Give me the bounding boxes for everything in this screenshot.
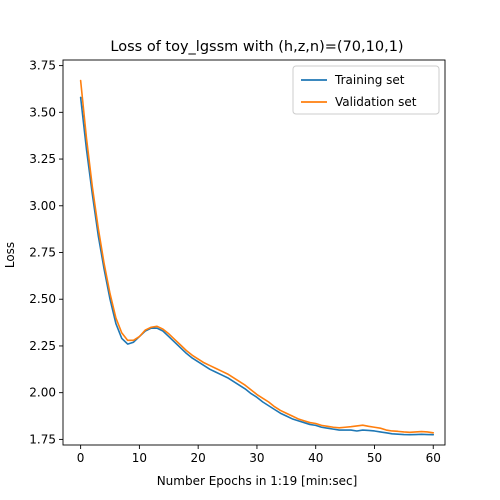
y-tick-label: 2.25 [29, 339, 56, 353]
legend: Training set Validation set [292, 65, 440, 115]
y-tick-label: 1.75 [29, 432, 56, 446]
x-tick-label: 0 [77, 451, 85, 465]
legend-box [292, 65, 440, 115]
y-axis-label: Loss [3, 242, 17, 268]
y-tick-label: 3.50 [29, 105, 56, 119]
x-tick-label: 30 [249, 451, 264, 465]
y-tick-label: 3.25 [29, 152, 56, 166]
chart-title: Loss of toy_lgssm with (h,z,n)=(70,10,1) [110, 39, 403, 55]
legend-label-validation: Validation set [335, 95, 417, 109]
series-line-validation [79, 79, 435, 434]
y-tick-label: 3.00 [29, 199, 56, 213]
x-tick-label: 10 [132, 451, 147, 465]
x-tick-label: 20 [191, 451, 206, 465]
y-tick-label: 3.75 [29, 59, 56, 73]
x-tick-label: 50 [367, 451, 382, 465]
y-tick-label: 2.00 [29, 386, 56, 400]
y-tick-label: 2.75 [29, 246, 56, 260]
y-tick-label: 2.50 [29, 292, 56, 306]
legend-label-training: Training set [334, 73, 405, 87]
x-tick-label: 60 [426, 451, 441, 465]
plot-area: 0 10 20 30 40 50 60 1.75 2.00 2.25 2.50 2.75 3.00 3.2… [29, 59, 446, 465]
x-tick-label: 40 [308, 451, 323, 465]
x-axis-label: Number Epochs in 1:19 [min:sec] [157, 474, 358, 488]
